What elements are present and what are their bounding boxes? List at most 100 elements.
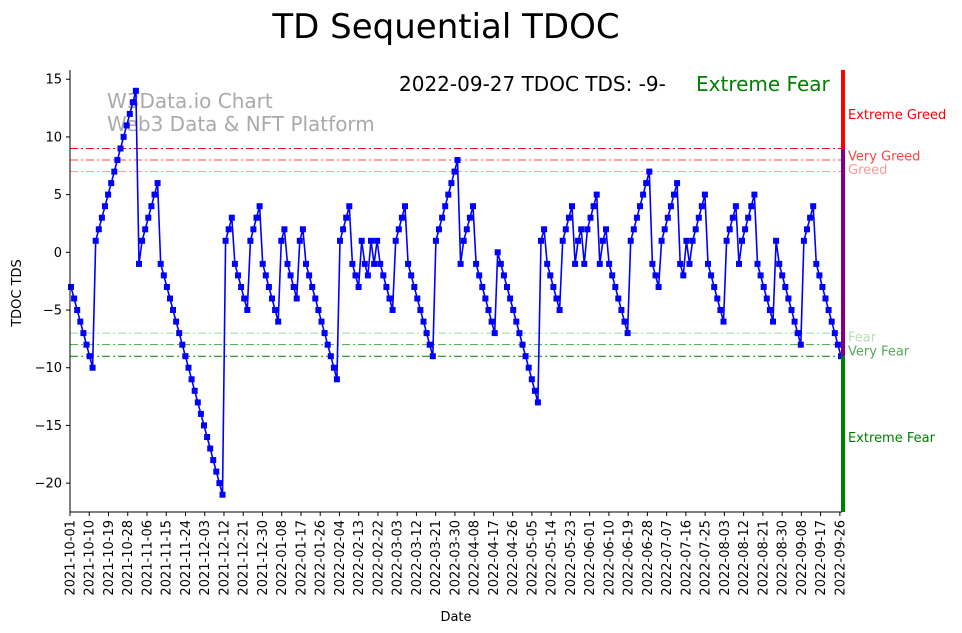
x-tick-label: 2022-03-21 [429, 520, 444, 596]
data-point [457, 260, 464, 267]
data-point [643, 180, 650, 187]
data-point [417, 307, 424, 313]
data-point [284, 260, 291, 267]
x-tick-label: 2022-02-13 [352, 520, 367, 596]
data-point [188, 376, 195, 383]
data-point [782, 284, 789, 290]
data-point [596, 260, 603, 267]
data-point [683, 237, 690, 244]
data-point [612, 284, 619, 290]
data-point [383, 284, 390, 290]
data-point [80, 330, 87, 337]
data-point [692, 226, 699, 233]
data-point [621, 318, 628, 325]
data-point [534, 399, 541, 406]
data-point [426, 341, 433, 348]
data-point [748, 203, 755, 210]
data-point [773, 237, 780, 244]
data-point [550, 284, 557, 290]
data-point [219, 491, 226, 498]
data-point [504, 284, 510, 290]
data-point [352, 272, 359, 279]
data-point [105, 191, 112, 198]
data-point [760, 284, 767, 290]
data-point [575, 237, 582, 244]
data-point [414, 295, 421, 302]
x-tick-label: 2022-08-12 [737, 520, 752, 596]
data-point [411, 284, 418, 290]
data-point [624, 330, 631, 337]
data-point [163, 284, 170, 290]
x-tick-label: 2022-08-30 [776, 520, 791, 596]
data-point [661, 226, 668, 233]
data-point [71, 295, 78, 302]
data-point [95, 226, 102, 233]
data-point [538, 237, 544, 244]
x-tick-label: 2022-07-16 [679, 520, 694, 596]
data-point [244, 307, 251, 313]
data-point [349, 260, 356, 267]
x-tick-label: 2021-10-01 [64, 520, 79, 596]
data-point [265, 284, 272, 290]
data-point [445, 191, 452, 198]
data-point [599, 237, 606, 244]
data-point [368, 237, 374, 244]
data-point [259, 260, 266, 267]
data-point [213, 468, 220, 475]
data-point [476, 272, 483, 279]
series-layer [68, 87, 844, 498]
data-point [804, 226, 810, 233]
data-point [74, 307, 81, 313]
data-point [637, 203, 643, 210]
data-point [482, 295, 489, 302]
data-point [293, 295, 300, 302]
data-point [751, 191, 758, 198]
x-tick-label: 2022-09-08 [795, 520, 810, 596]
x-tick-label: 2021-12-03 [198, 520, 213, 596]
data-point [148, 203, 155, 210]
data-point [794, 330, 801, 337]
data-point [102, 203, 108, 210]
data-point [816, 272, 823, 279]
x-tick-label: 2022-09-17 [814, 520, 829, 596]
data-point [256, 203, 263, 210]
x-tick-label: 2022-04-08 [468, 520, 483, 596]
data-point [272, 307, 279, 313]
x-tick-label: 2022-06-10 [602, 520, 617, 596]
data-point [779, 272, 786, 279]
x-tick-label: 2021-12-12 [218, 520, 233, 596]
data-point [380, 272, 387, 279]
data-point [689, 237, 696, 244]
data-point [671, 191, 677, 198]
x-tick-label: 2022-05-14 [545, 520, 560, 596]
data-point [287, 272, 294, 279]
data-point [454, 157, 461, 163]
data-point [470, 203, 476, 210]
data-point [732, 203, 739, 210]
data-point [807, 214, 814, 221]
data-point [810, 203, 817, 210]
data-point [544, 260, 551, 267]
data-point [117, 145, 124, 152]
data-point [157, 260, 164, 267]
data-point [559, 237, 566, 244]
data-point [686, 260, 693, 267]
data-point [262, 272, 269, 279]
data-point [303, 260, 309, 267]
data-point [507, 295, 514, 302]
x-tick-label: 2022-06-28 [641, 520, 656, 596]
x-tick-label: 2022-06-01 [583, 520, 598, 596]
data-point [139, 237, 146, 244]
data-point [562, 226, 569, 233]
data-point [98, 214, 105, 221]
x-tick-label: 2022-08-21 [756, 520, 771, 596]
data-point [593, 191, 600, 198]
data-point [327, 353, 334, 360]
axes: −20 −15 −10 −5 0 5 10 15 2021-10-01 2021-10-10 202… [35, 70, 848, 596]
data-point [485, 307, 492, 313]
data-point [210, 457, 217, 464]
data-point [386, 295, 393, 302]
data-point [451, 168, 458, 175]
data-point [633, 214, 640, 221]
